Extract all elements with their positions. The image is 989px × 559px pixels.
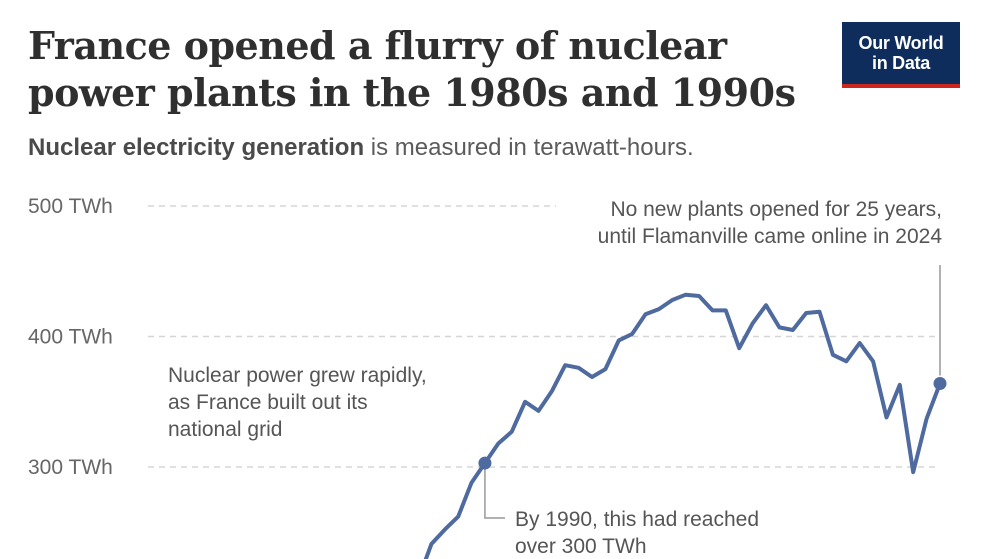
annotation-bg	[556, 190, 951, 220]
point-2024	[933, 376, 947, 390]
annotation-grew-line-1: Nuclear power grew rapidly,	[168, 364, 427, 387]
subtitle-bold: Nuclear electricity generation	[28, 134, 365, 161]
annotation-grew-line-2: as France built out its	[168, 391, 368, 414]
annotation-1990-line-2: over 300 TWh	[515, 535, 647, 558]
annotation-2024-line-2: until Flamanville came online in 2024	[598, 225, 943, 248]
annotation-grew-line-3: national grid	[168, 418, 282, 441]
y-tick-label-400: 400 TWh	[28, 326, 113, 349]
point-1990	[478, 456, 492, 470]
subtitle-rest: is measured in terawatt-hours.	[364, 134, 694, 161]
annotation-1990-line-1: By 1990, this had reached	[515, 508, 759, 531]
logo-line-2: in Data	[872, 53, 930, 73]
logo-line-1: Our World	[858, 33, 944, 53]
annotation-1990-connector	[484, 463, 505, 519]
y-tick-label-500: 500 TWh	[28, 195, 113, 218]
annotation-2024-line-1: No new plants opened for 25 years,	[610, 198, 942, 221]
chart-subtitle: Nuclear electricity generation is measur…	[28, 134, 694, 162]
y-tick-label-300: 300 TWh	[28, 456, 113, 479]
series-line-france	[423, 292, 942, 559]
owid-logo[interactable]: Our World in Data	[842, 22, 960, 88]
chart-title: France opened a flurry of nuclear power …	[28, 23, 796, 115]
